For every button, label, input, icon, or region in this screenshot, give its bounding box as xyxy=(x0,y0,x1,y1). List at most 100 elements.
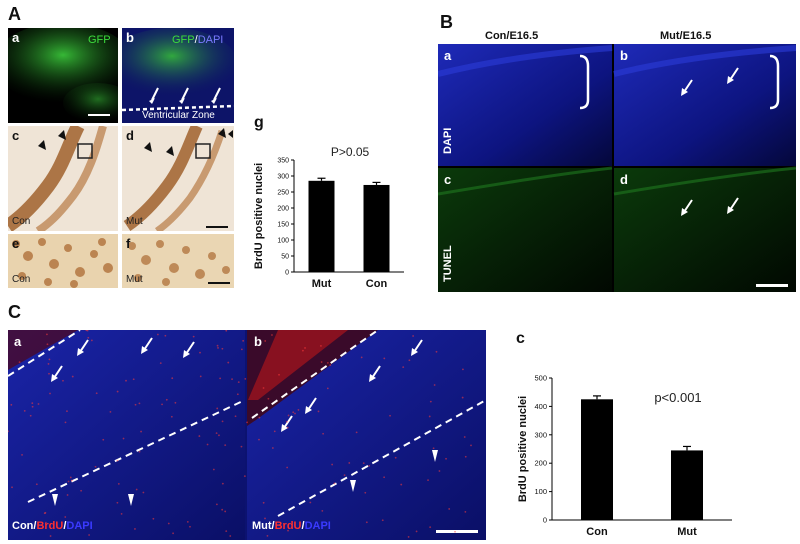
brdu-dot xyxy=(46,333,48,336)
y-tick-label: 350 xyxy=(277,158,289,165)
brdu-dot xyxy=(258,416,261,419)
brdu-dot xyxy=(47,363,50,365)
scale-bar xyxy=(88,114,110,116)
brdu-dot xyxy=(31,405,34,408)
brdu-dot xyxy=(320,361,323,363)
brdu-dot xyxy=(329,364,332,366)
brdu-dot xyxy=(186,520,189,523)
brdu-dot xyxy=(331,463,334,466)
brdu-dot xyxy=(461,396,464,399)
brdu-dot xyxy=(102,438,105,441)
brdu-dot xyxy=(94,465,97,468)
brdu-dot xyxy=(429,526,432,529)
brdu-dot xyxy=(198,435,201,437)
panel-Af-letter: f xyxy=(126,236,131,251)
dapi-label: DAPI xyxy=(304,520,331,532)
brdu-dot xyxy=(134,528,136,530)
brdu-dot xyxy=(317,410,320,413)
brdu-dot xyxy=(246,421,248,424)
brdu-dot xyxy=(18,361,21,364)
brdu-dot xyxy=(134,403,137,406)
brdu-dot xyxy=(221,482,224,485)
panel-Bd-letter: d xyxy=(620,172,628,187)
chart-C-c: 0 100 200 300 400 500 Con Mut p<0.001 BrdU positi… xyxy=(517,374,732,538)
brdu-dot xyxy=(407,536,410,538)
brdu-dot xyxy=(171,377,174,380)
chart-title: p<0.001 xyxy=(654,390,701,405)
brdu-dot xyxy=(429,400,432,403)
bar xyxy=(671,450,703,520)
brdu-dot xyxy=(109,410,112,413)
brdu-dot xyxy=(116,390,119,393)
brdu-dot xyxy=(264,340,267,342)
panel-Ac-letter: c xyxy=(12,128,20,143)
brdu-dot xyxy=(138,402,141,405)
brdu-dot xyxy=(348,462,351,464)
brdu-dot xyxy=(240,348,243,351)
brdu-dot xyxy=(216,344,219,347)
brdu-dot xyxy=(10,403,13,406)
brdu-dot xyxy=(438,470,441,472)
y-tick-label: 200 xyxy=(534,459,547,468)
brdu-dot xyxy=(159,362,162,365)
brdu-dot xyxy=(66,494,69,496)
brdu-dot xyxy=(360,356,363,359)
brdu-dot xyxy=(365,521,368,524)
brdu-dot xyxy=(408,359,411,362)
panel-C-images: a b Con/BrdU/DAPI Mut/BrdU/DAPI xyxy=(8,330,486,540)
brdu-dot xyxy=(435,350,438,353)
brdu-dot xyxy=(172,532,174,535)
brdu-dot xyxy=(231,378,233,380)
brdu-dot xyxy=(229,535,232,537)
brdu-dot xyxy=(278,373,280,376)
panel-Ag-letter: g xyxy=(254,114,264,131)
brdu-dot xyxy=(402,366,405,369)
y-tick-label: 300 xyxy=(277,174,289,181)
panel-Ba-letter: a xyxy=(444,48,452,63)
brdu-dot xyxy=(432,447,435,450)
row-label-tunel: TUNEL xyxy=(442,245,454,282)
brdu-dot xyxy=(152,517,155,520)
brdu-dot xyxy=(470,444,472,447)
row-label-dapi: DAPI xyxy=(442,127,454,154)
brdu-dot xyxy=(271,334,273,336)
y-tick-label: 250 xyxy=(277,190,289,197)
brdu-dot xyxy=(212,468,215,471)
brdu-dot xyxy=(362,462,365,465)
y-axis-label: BrdU positive nuclei xyxy=(253,163,265,269)
brdu-dot xyxy=(87,336,90,339)
panel-Ca-stain-label: Con/BrdU/DAPI xyxy=(12,520,93,532)
brdu-dot xyxy=(86,330,89,332)
brdu-dot xyxy=(37,403,40,405)
x-category-label: Mut xyxy=(677,526,697,538)
brdu-dot xyxy=(206,443,209,446)
y-tick-label: 500 xyxy=(534,374,547,383)
brdu-dot xyxy=(389,414,391,417)
panel-Ad-letter: d xyxy=(126,128,134,143)
panel-Cb-letter: b xyxy=(254,334,262,349)
brdu-dot xyxy=(240,445,243,448)
panel-A-letter: A xyxy=(8,4,21,24)
brdu-dot xyxy=(237,381,240,384)
brdu-dot xyxy=(264,517,266,520)
slash: / xyxy=(301,520,305,532)
brdu-dot xyxy=(217,347,219,349)
x-category-label: Mut xyxy=(312,278,332,290)
brdu-dot xyxy=(138,450,141,453)
brdu-dot xyxy=(218,434,220,437)
brdu-dot xyxy=(221,508,224,511)
brdu-dot xyxy=(69,476,72,479)
brdu-dot xyxy=(67,480,70,483)
bar xyxy=(363,184,390,272)
brdu-label: BrdU xyxy=(36,520,64,532)
y-tick-label: 0 xyxy=(285,270,289,277)
brdu-dot xyxy=(286,426,289,429)
panel-Cc-letter: c xyxy=(516,330,525,347)
brdu-dot xyxy=(62,379,64,382)
brdu-dot xyxy=(80,489,83,492)
y-tick-label: 150 xyxy=(277,222,289,229)
brdu-dot xyxy=(412,335,415,337)
brdu-dot xyxy=(90,339,93,342)
panel-Cb-stain-label: Mut/BrdU/DAPI xyxy=(252,520,331,532)
brdu-dot xyxy=(140,430,142,433)
